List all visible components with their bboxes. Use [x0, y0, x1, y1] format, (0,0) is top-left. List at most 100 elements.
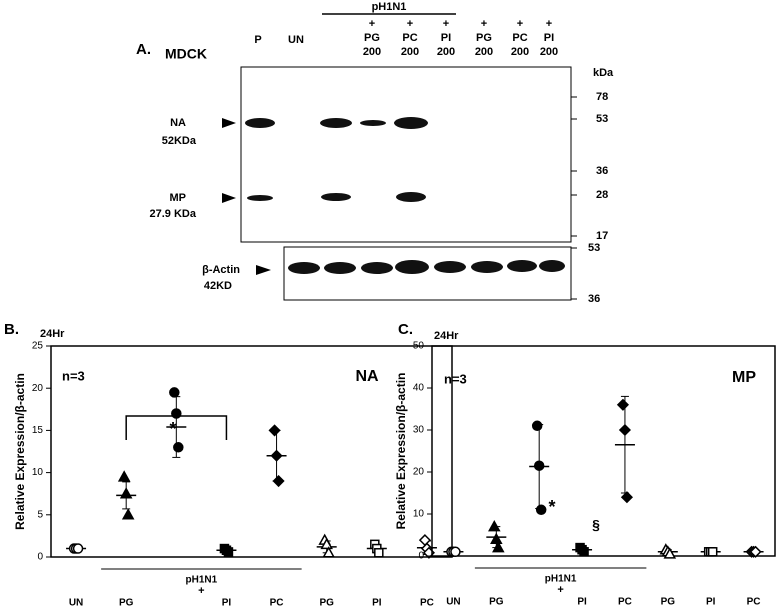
y-tick-label: 50 [413, 341, 425, 352]
annotation: § [592, 517, 600, 533]
data-point [616, 398, 629, 411]
data-point [618, 423, 631, 437]
data-point [492, 541, 505, 553]
y-axis-label: Relative Expression/β-actin [13, 373, 27, 530]
group-label: pH1N1 [186, 575, 218, 586]
lane-dose: 200 [437, 46, 455, 58]
kda-label: 53 [596, 113, 608, 125]
data-point [119, 487, 133, 499]
lane-name: PG [364, 32, 380, 44]
band [396, 192, 426, 202]
annotation: n=3 [62, 368, 85, 383]
actin-size: 42KD [204, 280, 232, 292]
plot-frame [50, 345, 453, 558]
y-tick-label: 40 [413, 383, 425, 394]
data-point [171, 408, 182, 419]
annotation: n=3 [444, 371, 467, 386]
kda-label: 36 [588, 293, 600, 305]
annotation: NA [355, 368, 379, 385]
lane-plus: + [443, 18, 449, 30]
data-point [169, 387, 180, 398]
data-point [488, 520, 501, 532]
data-point [490, 532, 503, 544]
data-point [270, 449, 283, 462]
bands [245, 117, 428, 202]
lane-name: PC [512, 32, 527, 44]
data-point [579, 547, 589, 557]
band [434, 261, 466, 273]
kda-label: 36 [596, 165, 608, 177]
x-tick-label: PC [618, 597, 632, 608]
group-label: pH1N1 [372, 1, 407, 13]
data-point [707, 547, 718, 557]
lane-label: UN [288, 34, 304, 46]
y-tick-label: 10 [413, 509, 425, 520]
x-tick-label: PI [577, 597, 587, 608]
lane-plus: + [546, 18, 552, 30]
lane-headers: + PG 200 + PC 200 + PI 200 + PG 200 + PC 200 + PI 200 [363, 18, 558, 58]
lane-name: PC [402, 32, 417, 44]
cell-label: MDCK [165, 46, 207, 62]
na-size: 52KDa [162, 135, 197, 147]
annotation: MP [732, 369, 756, 386]
band [288, 262, 320, 274]
y-tick-label: 10 [32, 467, 44, 478]
mp-label: MP [170, 192, 187, 204]
lane-label: P [254, 34, 261, 46]
lane-dose: 200 [540, 46, 558, 58]
panel-label: B. [4, 321, 19, 338]
time-label: 24Hr [40, 328, 65, 340]
panel-label: C. [398, 321, 413, 338]
data-point [450, 546, 461, 558]
lane-name: PG [476, 32, 492, 44]
kda-label: 78 [596, 91, 608, 103]
kda-label: 17 [596, 230, 608, 242]
lane-dose: 200 [475, 46, 493, 58]
data-point [374, 548, 384, 558]
lane-dose: 200 [401, 46, 419, 58]
x-tick-label: PI [372, 598, 382, 609]
data-point [223, 547, 234, 557]
lane-plus: + [407, 18, 413, 30]
x-tick-label: PC [420, 598, 434, 609]
panel-label: A. [136, 41, 151, 58]
band [395, 260, 429, 274]
band [471, 261, 503, 273]
x-tick-label: PI [222, 598, 232, 609]
annotation: * [548, 497, 555, 517]
x-tick-label: PG [319, 598, 334, 609]
lane-plus: + [517, 18, 523, 30]
y-tick-label: 5 [37, 509, 43, 520]
annotation: * [169, 419, 176, 439]
band [507, 260, 537, 272]
data-point [117, 470, 131, 482]
x-tick-label: PI [706, 597, 716, 608]
x-tick-label: UN [446, 597, 460, 608]
data-point [749, 545, 762, 558]
y-tick-label: 15 [32, 425, 44, 436]
actin-blot [283, 246, 572, 301]
y-tick-label: 20 [413, 467, 425, 478]
kda-label: 53 [588, 242, 600, 254]
blot [240, 66, 572, 243]
data-point [620, 491, 633, 504]
lane-dose: 200 [511, 46, 529, 58]
x-tick-label: PG [661, 597, 676, 608]
band [360, 120, 386, 126]
kda-label: 28 [596, 189, 608, 201]
data-point [531, 420, 543, 432]
data-point [72, 543, 84, 554]
data-point [663, 547, 677, 559]
actin-bands [288, 260, 565, 274]
lane-plus: + [481, 18, 487, 30]
y-tick-label: 20 [32, 383, 44, 394]
band [324, 262, 356, 274]
x-tick-label: PG [119, 598, 134, 609]
band [247, 195, 273, 201]
data-point [320, 537, 333, 550]
group-plus: + [557, 584, 563, 596]
y-tick-label: 25 [32, 341, 44, 352]
data-point [533, 460, 545, 471]
x-tick-label: PG [489, 597, 504, 608]
y-tick-label: 0 [37, 552, 43, 563]
